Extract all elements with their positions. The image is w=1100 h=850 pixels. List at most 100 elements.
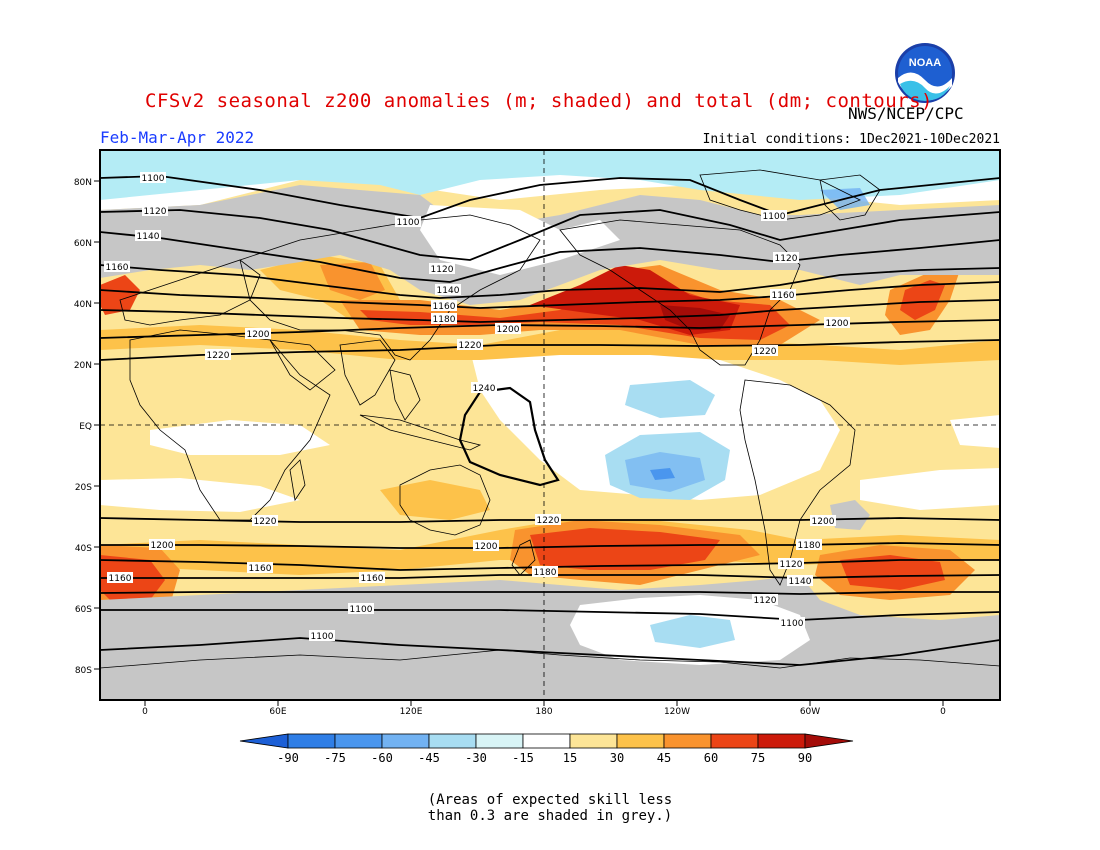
contour-label: 1140 [789,577,812,587]
contour-label: 1120 [780,560,803,570]
contour-label: 1100 [350,605,373,615]
colorbar-label: 90 [798,751,812,765]
contour-label: 1140 [437,286,460,296]
contour-label: 1220 [459,341,482,351]
contour-label-bg [140,172,166,183]
contour-label: 1160 [109,574,132,584]
colorbar-swatch [334,733,383,749]
contour-label-bg [535,514,561,525]
lon-label: 120E [400,707,423,717]
contour-label-bg [142,205,168,216]
contour-label-bg [309,630,335,641]
contour-label-bg [796,539,822,550]
colorbar-label: -90 [277,751,299,765]
contour-label: 1160 [772,291,795,301]
organization-label: NWS/NCEP/CPC [848,104,964,123]
contour-label: 1120 [431,265,454,275]
contour-label: 1160 [106,263,129,273]
contour-label-bg [457,339,483,350]
contour-label: 1180 [433,315,456,325]
colorbar-swatch [287,733,336,749]
contour-label-bg [247,562,273,573]
lon-label: 60W [800,707,820,717]
longitude-axis: 0 60E 120E 180 120W 60W 0 [142,700,946,717]
contour-label-bg [104,261,130,272]
contour-label: 1220 [537,516,560,526]
lat-label: 80N [74,178,92,188]
contour-label-bg [149,539,175,550]
contour-label: 1120 [754,596,777,606]
contour-label: 1200 [812,517,835,527]
skill-note: (Areas of expected skill less than 0.3 a… [0,792,1100,824]
contour-label-bg [532,566,558,577]
colorbar-right-arrow [804,733,854,749]
colorbar-swatch [428,733,477,749]
contour-label-bg [359,572,385,583]
contour-label-bg [752,345,778,356]
lon-label: 0 [940,707,946,717]
contour-label: 1160 [249,564,272,574]
contour-label: 1160 [361,574,384,584]
lon-label: 60E [269,707,286,717]
lat-label: 80S [75,666,92,676]
contour-label: 1120 [775,254,798,264]
lat-label: 40N [74,300,92,310]
contour-label: 1100 [763,212,786,222]
colorbar-label: -45 [418,751,440,765]
contour-label-bg [770,289,796,300]
chart-title: CFSv2 seasonal z200 anomalies (m; shaded… [145,90,933,112]
colorbar-label: -30 [465,751,487,765]
contour-label-bg [245,328,271,339]
latitude-axis: 80N 60N 40N 20N EQ 20S 40S 60S 80S [74,178,100,676]
colorbar-swatch [710,733,759,749]
contour-label-bg [471,382,497,393]
colorbar-swatch [663,733,712,749]
contour-label: 1200 [475,542,498,552]
contour-label-bg [752,594,778,605]
lat-label: 40S [75,544,92,554]
contour-label-bg [107,572,133,583]
contour-labels: 1100 1100 1100 1100 1120 1120 1120 1140 1140 1160… [104,172,850,642]
contour-label-bg [473,540,499,551]
contour-label-bg [431,313,457,324]
colorbar-swatch [522,733,571,749]
contour-label: 1140 [137,232,160,242]
colorbar-label: 75 [751,751,765,765]
noaa-logo-icon: NOAA [894,42,956,104]
lon-label: 180 [535,707,552,717]
contour-label-bg [135,230,161,241]
colorbar-label: -15 [512,751,534,765]
lat-label: 60S [75,605,92,615]
contour-label-bg [778,558,804,569]
contour-label: 1180 [534,568,557,578]
skill-note-line1: (Areas of expected skill less [427,792,673,808]
contour-label-bg [824,317,850,328]
colorbar-label: 45 [657,751,671,765]
contour-label: 1100 [781,619,804,629]
colorbar-label: -60 [371,751,393,765]
contour-label: 1220 [207,351,230,361]
contour-label-bg [205,349,231,360]
colorbar-label: 60 [704,751,718,765]
colorbar-label: -75 [324,751,346,765]
contour-label-bg [348,603,374,614]
contour-label: 1220 [254,517,277,527]
lat-label: 20S [75,483,92,493]
contour-label-bg [252,515,278,526]
contour-label: 1200 [247,330,270,340]
colorbar-label: 15 [563,751,577,765]
colorbar-swatch [475,733,524,749]
contour-label: 1200 [497,325,520,335]
colorbar: -90 -75 -60 -45 -30 -15 15 30 45 60 75 90 [239,733,854,765]
contour-label-bg [395,216,421,227]
skill-note-line2: than 0.3 are shaded in grey.) [427,808,673,824]
lon-label: 120W [664,707,690,717]
forecast-period: Feb-Mar-Apr 2022 [100,128,255,147]
contour-label: 1220 [754,347,777,357]
contour-label-bg [779,617,805,628]
contour-label: 1240 [473,384,496,394]
contour-label: 1180 [798,541,821,551]
colorbar-left-arrow [239,733,289,749]
colorbar-swatch [616,733,665,749]
